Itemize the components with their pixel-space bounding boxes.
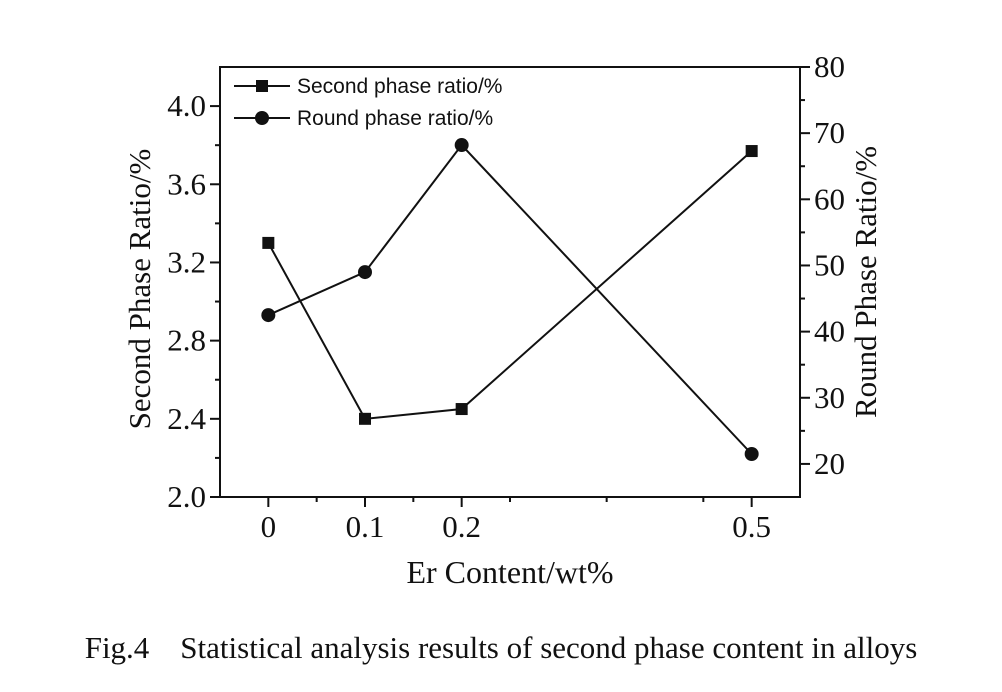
data-point-circle (261, 308, 276, 323)
legend-marker-square (256, 80, 268, 92)
chart: 0 0.1 0.2 0.5 2.0 2.4 2.8 3.2 3.6 4.0 20 30 40 50 60… (122, 49, 883, 590)
y-left-tick-label: 3.6 (167, 166, 206, 201)
data-point-square (359, 412, 371, 425)
legend-label: Round phase ratio/% (297, 107, 493, 130)
y-right-tick-label: 50 (814, 247, 845, 282)
x-axis-ticks: 0 0.1 0.2 0.5 (261, 497, 771, 544)
y-left-axis-ticks: 2.0 2.4 2.8 3.2 3.6 4.0 (167, 88, 220, 514)
series-line-round-phase (267, 143, 753, 455)
plot-border (219, 66, 801, 498)
x-axis-label: Er Content/wt% (406, 554, 613, 590)
data-point-square (745, 145, 758, 158)
data-point-circle (454, 138, 469, 153)
y-right-axis-label: Round Phase Ratio/% (848, 146, 883, 418)
series-layer (261, 138, 759, 461)
y-right-tick-label: 30 (814, 380, 845, 415)
y-left-tick-label: 2.4 (167, 401, 206, 436)
y-right-tick-label: 40 (814, 314, 845, 349)
y-right-tick-label: 70 (814, 115, 845, 150)
y-right-tick-label: 80 (814, 49, 845, 84)
legend-marker-circle (255, 111, 269, 125)
y-left-tick-label: 2.8 (167, 323, 206, 358)
data-point-circle (744, 447, 759, 461)
legend: Second phase ratio/% Round phase ratio/% (234, 75, 502, 130)
y-right-axis-ticks: 20 30 40 50 60 70 80 (800, 49, 845, 481)
data-point-circle (358, 265, 372, 280)
y-left-tick-label: 2.0 (167, 479, 206, 514)
y-left-axis-label: Second Phase Ratio/% (122, 149, 157, 430)
data-point-square (455, 403, 468, 416)
y-left-tick-label: 4.0 (167, 88, 206, 123)
x-tick-label: 0.5 (732, 509, 771, 544)
x-tick-label: 0.2 (442, 509, 481, 544)
data-point-square (262, 236, 275, 249)
x-tick-label: 0 (261, 509, 277, 544)
series-line-second-phase (267, 150, 753, 420)
y-right-tick-label: 60 (814, 181, 845, 216)
y-right-tick-label: 20 (814, 446, 845, 481)
figure-caption: Fig.4 Statistical analysis results of se… (84, 630, 918, 665)
legend-label: Second phase ratio/% (297, 75, 502, 98)
plot-frame (219, 66, 801, 498)
x-tick-label: 0.1 (346, 509, 385, 544)
y-left-tick-label: 3.2 (167, 244, 206, 279)
